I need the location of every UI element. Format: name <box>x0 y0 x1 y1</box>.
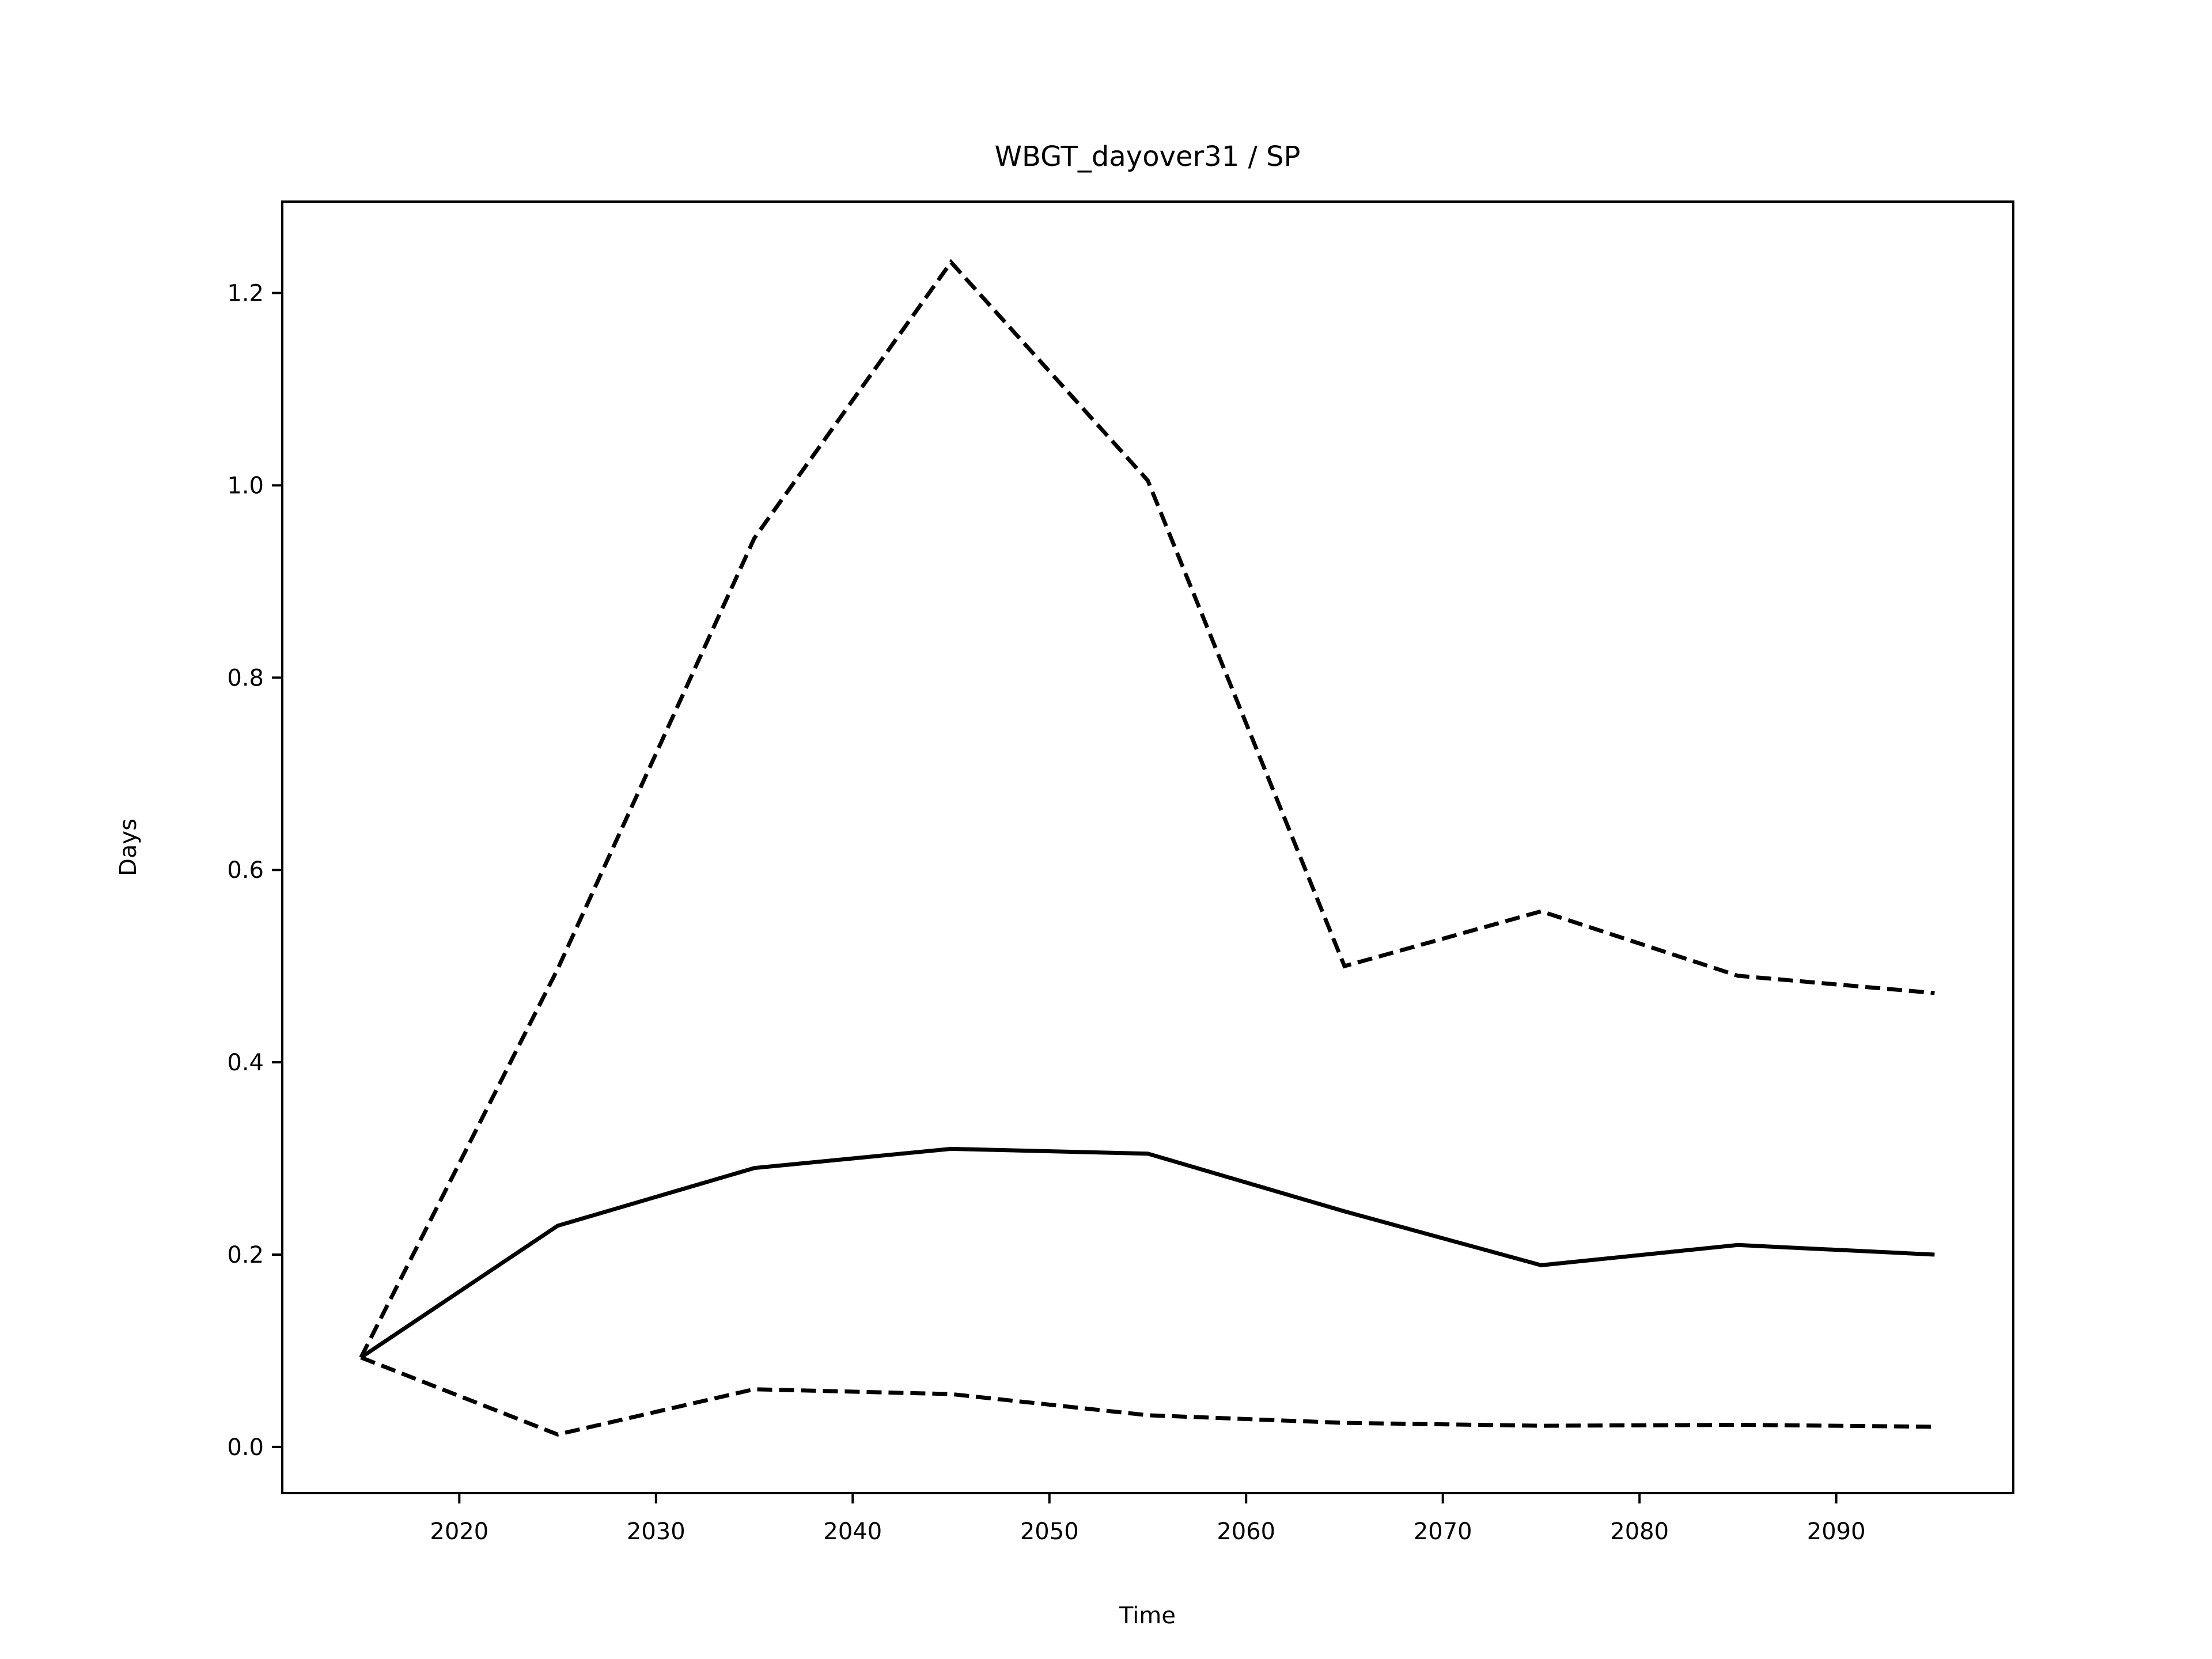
x-tick-label: 2090 <box>1807 1518 1866 1545</box>
y-tick-label: 0.0 <box>227 1434 264 1461</box>
x-tick-label: 2070 <box>1414 1518 1472 1545</box>
x-tick-label: 2060 <box>1217 1518 1275 1545</box>
x-axis-label: Time <box>1119 1603 1176 1629</box>
y-axis: 0.0 0.2 0.4 0.6 0.8 1.0 1.2 <box>227 281 282 1461</box>
series-line-upper <box>359 259 1935 1359</box>
chart-title: WBGT_dayover31 / SP <box>995 141 1301 173</box>
y-tick-label: 1.0 <box>227 472 264 499</box>
series-layer <box>359 259 1935 1437</box>
x-tick-label: 2020 <box>430 1518 488 1545</box>
series-line-mean <box>359 1146 1935 1359</box>
x-tick-label: 2050 <box>1020 1518 1079 1545</box>
y-tick-label: 0.6 <box>227 857 264 884</box>
x-tick-label: 2080 <box>1610 1518 1669 1545</box>
y-tick-label: 0.4 <box>227 1050 264 1076</box>
y-tick-label: 0.2 <box>227 1242 264 1268</box>
y-axis-label: Days <box>115 819 142 876</box>
x-axis: 2020 2030 2040 2050 2060 2070 2080 2090 <box>430 1493 1866 1545</box>
plot-frame <box>281 200 2014 1494</box>
y-tick-label: 0.8 <box>227 665 264 691</box>
x-tick-label: 2040 <box>823 1518 882 1545</box>
x-tick-label: 2030 <box>627 1518 685 1545</box>
y-tick-label: 1.2 <box>227 281 264 307</box>
